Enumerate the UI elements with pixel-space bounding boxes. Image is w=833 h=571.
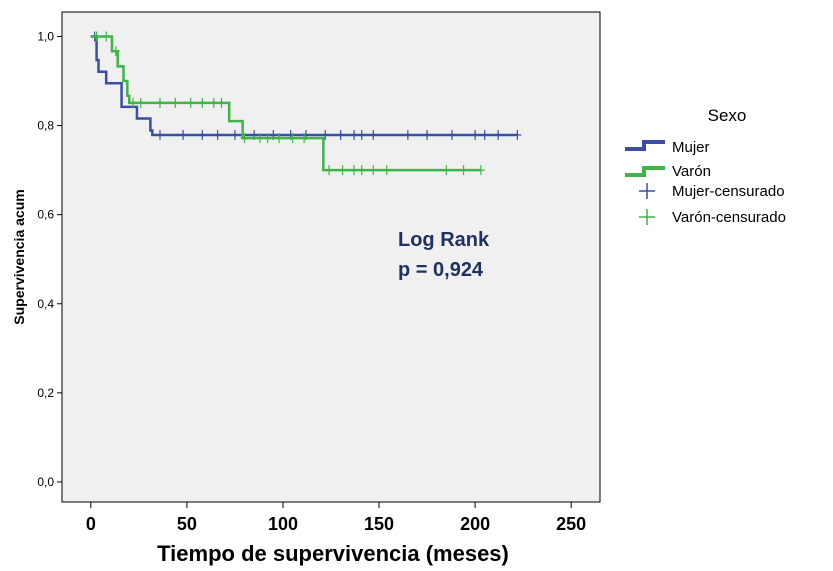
censor-mark-varon [171, 97, 180, 108]
plot-area [61, 11, 601, 503]
censor-mark-varon [129, 97, 138, 108]
censor-mark-varon [350, 165, 359, 176]
y-tick-label: 0,2 [37, 386, 54, 400]
censor-mark-varon [300, 133, 309, 144]
censor-mark-varon [217, 97, 226, 108]
y-tick-label: 1,0 [37, 30, 54, 44]
series-layer [90, 31, 522, 176]
y-tick-label: 0,8 [37, 119, 54, 133]
censor-mark-varon [209, 97, 218, 108]
legend-varon-label: Varón [672, 163, 711, 180]
censor-mark-mujer [357, 129, 366, 140]
censor-mark-varon [338, 165, 347, 176]
censor-mark-varon [275, 133, 284, 144]
logrank-annotation: Log Rank p = 0,924 [398, 229, 490, 281]
x-tick-label: 50 [177, 514, 197, 534]
censor-mark-varon [442, 165, 451, 176]
censor-mark-varon [357, 165, 366, 176]
censor-mark-varon [111, 46, 120, 57]
censor-mark-varon [369, 165, 378, 176]
censor-mark-varon [459, 165, 468, 176]
censor-mark-varon [186, 97, 195, 108]
legend-mujer-censurado-label: Mujer-censurado [672, 183, 785, 200]
x-tick-label: 200 [460, 514, 490, 534]
x-axis: 0 50 100 150 200 250 [86, 502, 586, 534]
censor-mark-mujer [198, 129, 207, 140]
censor-mark-mujer [403, 129, 412, 140]
censor-mark-varon [240, 133, 249, 144]
series-mujer-line [90, 35, 518, 137]
y-axis-label: Supervivencia acum [11, 189, 27, 324]
censor-mark-varon [255, 133, 264, 144]
legend-varon-censurado-label: Varón-censurado [672, 209, 786, 226]
censor-mark-mujer [448, 129, 457, 140]
y-axis: 0,0 0,2 0,4 0,6 0,8 1,0 [37, 30, 62, 489]
censor-mark-varon [325, 165, 334, 176]
censor-mark-varon [476, 165, 485, 176]
censor-mark-mujer [513, 129, 522, 140]
legend-title: Sexo [708, 106, 747, 125]
censor-mark-varon [102, 31, 111, 42]
x-axis-label: Tiempo de supervivencia (meses) [157, 541, 509, 566]
censor-mark-mujer [230, 129, 239, 140]
y-tick-label: 0,6 [37, 208, 54, 222]
censor-mark-varon [92, 31, 101, 42]
censor-mark-mujer [179, 129, 188, 140]
legend-mujer-censor-marker [639, 183, 655, 199]
censor-mark-varon [263, 133, 272, 144]
censor-mark-varon [288, 133, 297, 144]
censor-mark-varon [136, 97, 145, 108]
censor-mark-mujer [494, 129, 503, 140]
x-tick-label: 0 [86, 514, 96, 534]
censor-mark-mujer [423, 129, 432, 140]
censor-mark-varon [198, 97, 207, 108]
censor-mark-mujer [480, 129, 489, 140]
legend-varon-line-swatch [625, 166, 665, 177]
censor-mark-mujer [369, 129, 378, 140]
censor-mark-varon [382, 165, 391, 176]
x-tick-label: 100 [268, 514, 298, 534]
x-tick-label: 150 [364, 514, 394, 534]
legend-mujer-line-swatch [625, 140, 665, 151]
censor-mark-mujer [336, 129, 345, 140]
censor-mark-mujer [155, 129, 164, 140]
censor-mark-mujer [471, 129, 480, 140]
y-tick-label: 0,0 [37, 475, 54, 489]
legend-varon-censor-marker [639, 209, 655, 225]
logrank-pvalue: p = 0,924 [398, 259, 484, 281]
y-tick-label: 0,4 [37, 297, 54, 311]
x-tick-label: 250 [556, 514, 586, 534]
censor-mark-mujer [213, 129, 222, 140]
censor-mark-mujer [350, 129, 359, 140]
legend: Sexo Mujer Varón Mujer-censurado Varón-c… [625, 106, 786, 226]
censor-mark-varon [155, 97, 164, 108]
legend-mujer-label: Mujer [672, 139, 710, 156]
logrank-title: Log Rank [398, 229, 490, 251]
censor-mark-mujer [321, 129, 330, 140]
